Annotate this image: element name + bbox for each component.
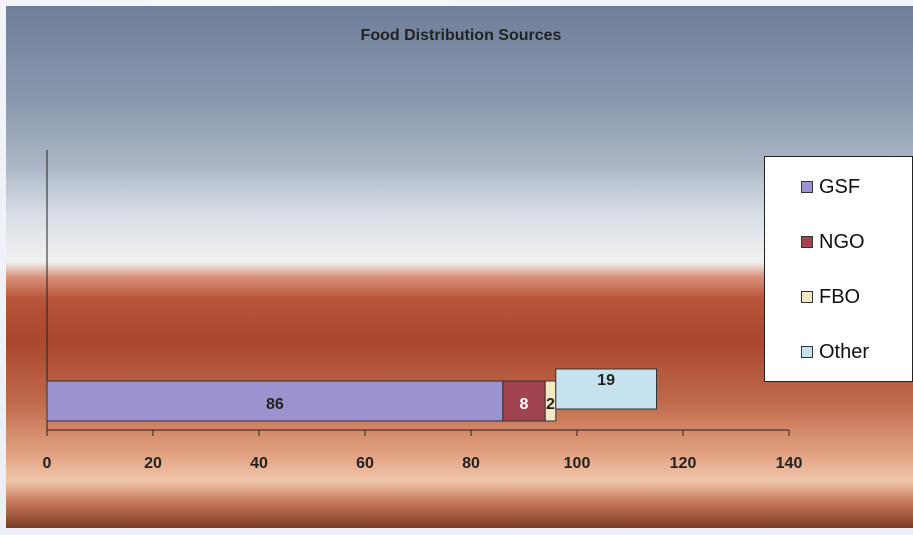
x-tick-label: 80 [462,455,480,472]
data-label-ngo: 8 [520,396,529,413]
legend-item-gsf: GSF [801,175,860,199]
data-label-other: 19 [597,372,615,389]
x-tick-label: 140 [776,455,803,472]
bar-segment-gsf [46,380,504,422]
bar-segment-ngo [502,380,546,422]
x-tick-label: 60 [356,455,374,472]
legend-label: Other [819,340,870,363]
legend-swatch-ngo [801,236,813,248]
legend-label: FBO [819,285,861,308]
chart-area [6,6,913,528]
legend-item-fbo: FBO [801,285,860,309]
legend-swatch-fbo [801,291,813,303]
data-labels: 86 8 2 19 [266,372,615,413]
legend-label: GSF [819,175,861,198]
x-tick-label: 120 [670,455,697,472]
x-axis-ticks: 0 20 40 60 80 100 120 140 [43,430,803,472]
x-tick-label: 20 [144,455,162,472]
legend-item-other: Other [801,340,869,364]
bar-segment-other [555,368,657,410]
legend: GSF NGO FBO Other [764,156,913,382]
legend-item-ngo: NGO [801,230,865,254]
bar-segments [46,368,657,422]
data-label-fbo: 2 [546,396,555,413]
data-label-gsf: 86 [266,396,284,413]
legend-swatch-other [801,346,813,358]
x-tick-label: 40 [250,455,268,472]
chart-title: Food Distribution Sources [361,27,562,44]
legend-label: NGO [819,230,865,253]
x-tick-label: 100 [564,455,591,472]
legend-swatch-gsf [801,181,813,193]
x-tick-label: 0 [43,455,52,472]
